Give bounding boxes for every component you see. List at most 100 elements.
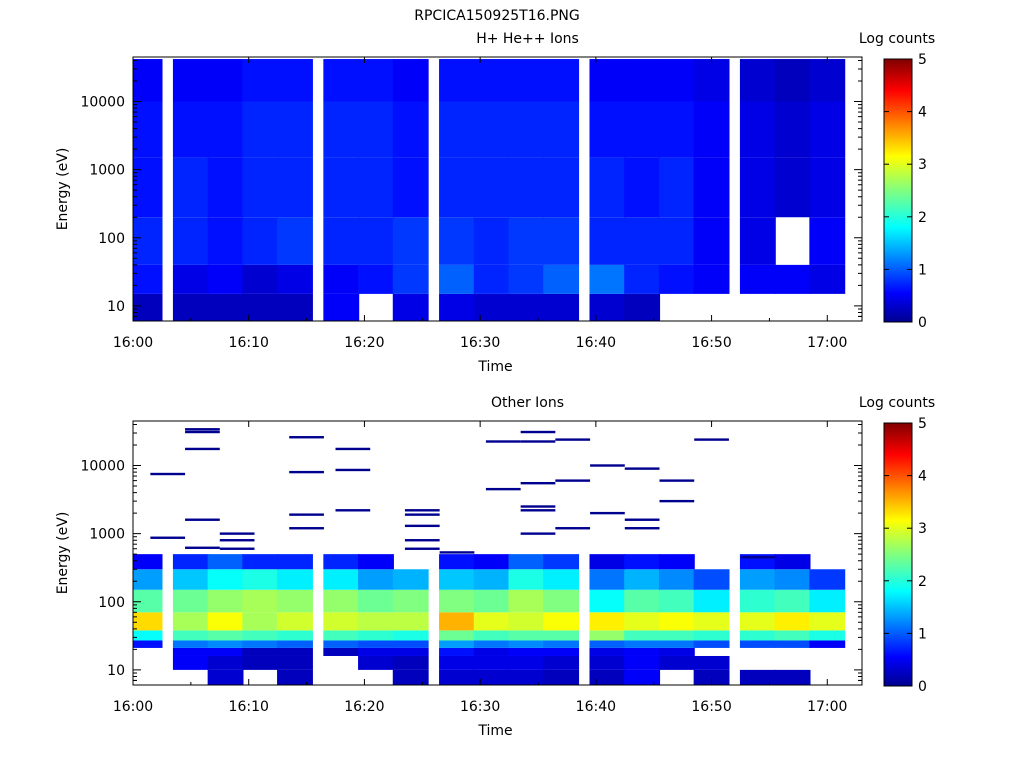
- heatmap-cell: [439, 612, 475, 631]
- sparse-count-line: [520, 440, 556, 443]
- colorbar-label: Log counts: [859, 395, 935, 411]
- heatmap-cell: [207, 264, 244, 294]
- heatmap-cell: [589, 640, 626, 648]
- heatmap-cell: [624, 589, 661, 613]
- heatmap-cell: [392, 612, 429, 631]
- sparse-count-line: [485, 440, 521, 443]
- sparse-count-line: [185, 428, 220, 431]
- heatmap-cell: [589, 612, 626, 631]
- heatmap-cell: [392, 157, 429, 218]
- heatmap-cell: [543, 669, 580, 685]
- sparse-count-line: [520, 481, 556, 485]
- heatmap-cell: [358, 612, 394, 631]
- sparse-count-line: [624, 467, 660, 470]
- heatmap-cell: [774, 640, 811, 648]
- colorbar-tick-label: 5: [918, 416, 927, 432]
- x-axis-label: Time: [477, 723, 512, 739]
- heatmap-cell: [172, 569, 209, 590]
- heatmap-cell: [589, 569, 626, 590]
- heatmap-cell: [392, 655, 429, 670]
- heatmap-cell: [277, 669, 313, 685]
- colorbar-tick-label: 0: [918, 315, 927, 331]
- sparse-count-line: [520, 430, 556, 434]
- sparse-count-line: [219, 539, 255, 542]
- heatmap-cell: [439, 630, 475, 641]
- heatmap-cell: [658, 217, 695, 265]
- sparse-count-line: [185, 546, 220, 549]
- heatmap-cell: [693, 59, 730, 102]
- heatmap-cell: [658, 630, 695, 641]
- sparse-count-line: [485, 487, 521, 491]
- heatmap-cell: [358, 589, 394, 613]
- colorbar-tick-label: 2: [918, 574, 927, 590]
- heatmap-cell: [589, 293, 626, 321]
- heatmap-cell: [473, 647, 510, 656]
- colorbar-tick-label: 2: [918, 210, 927, 226]
- sparse-count-line: [624, 527, 660, 530]
- heatmap-cell: [358, 157, 394, 218]
- y-axis-label: Energy (eV): [55, 512, 71, 595]
- heatmap-cell: [739, 669, 776, 685]
- heatmap-cell: [392, 293, 429, 321]
- x-tick-label: 16:20: [344, 335, 384, 351]
- heatmap-cell: [774, 264, 811, 294]
- colorbar: [883, 58, 913, 323]
- heatmap-cell: [508, 640, 545, 648]
- plot-frame: [132, 56, 863, 322]
- heatmap-cell: [133, 630, 163, 641]
- panel-1: 16:00 16:10 16:20 16:30 16:40 16:50 17:0010100…: [55, 31, 935, 375]
- colorbar-tick-label: 5: [918, 52, 927, 68]
- heatmap-cell: [624, 569, 661, 590]
- heatmap-cell: [739, 589, 776, 613]
- heatmap-cell: [543, 157, 580, 218]
- heatmap-cell: [473, 217, 510, 265]
- heatmap-cell: [133, 101, 163, 158]
- heatmap-cell: [739, 612, 776, 631]
- heatmap-cell: [693, 630, 730, 641]
- heatmap-cell: [774, 569, 811, 590]
- heatmap-cell: [658, 59, 695, 102]
- heatmap-cell: [323, 217, 360, 265]
- heatmap-cell: [207, 157, 244, 218]
- panel-title: Other Ions: [491, 395, 564, 411]
- heatmap-cell: [323, 569, 360, 590]
- x-tick-label: 16:00: [113, 699, 153, 715]
- sparse-count-line: [289, 470, 324, 474]
- heatmap-cell: [358, 630, 394, 641]
- heatmap-cell: [439, 59, 475, 102]
- heatmap-cell: [658, 589, 695, 613]
- heatmap-cell: [172, 101, 209, 158]
- sparse-count-line: [289, 436, 324, 439]
- heatmap-cell: [473, 264, 510, 294]
- y-tick-label: 10: [107, 299, 125, 315]
- heatmap-cell: [392, 630, 429, 641]
- heatmap-cell: [543, 59, 580, 102]
- heatmap-cell: [242, 293, 279, 321]
- heatmap-cell: [323, 612, 360, 631]
- heatmap-cell: [323, 554, 360, 570]
- heatmap-cell: [543, 217, 580, 265]
- heatmap-cell: [392, 647, 429, 656]
- heatmap-cell: [473, 293, 510, 321]
- heatmap-cell: [323, 293, 360, 321]
- heatmap-cell: [589, 101, 626, 158]
- sparse-count-line: [185, 447, 220, 451]
- heatmap-cell: [658, 655, 695, 670]
- y-axis-label: Energy (eV): [55, 148, 71, 231]
- heatmap-cell: [693, 640, 730, 648]
- heatmap-cell: [242, 612, 279, 631]
- figure-title: RPCICA150925T16.PNG: [414, 8, 579, 24]
- heatmap-cell: [624, 669, 661, 685]
- heatmap-cell: [277, 264, 313, 294]
- heatmap-cell: [809, 640, 846, 648]
- heatmap-cell: [439, 217, 475, 265]
- heatmap-cell: [439, 569, 475, 590]
- sparse-count-line: [404, 547, 440, 550]
- heatmap-cell: [589, 59, 626, 102]
- heatmap-cell: [392, 669, 429, 685]
- heatmap-cell: [172, 59, 209, 102]
- heatmap-cell: [207, 655, 244, 670]
- heatmap-cell: [172, 293, 209, 321]
- heatmap-cell: [242, 217, 279, 265]
- heatmap-cell: [473, 640, 510, 648]
